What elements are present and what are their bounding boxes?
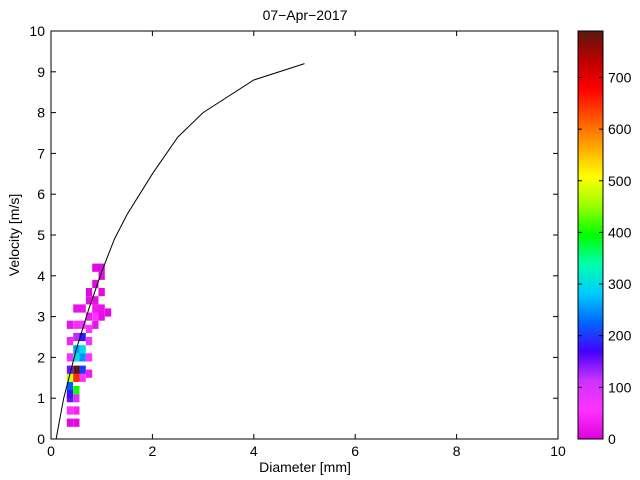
- y-tick-label: 1: [37, 390, 45, 406]
- heatmap-cell: [66, 320, 74, 329]
- x-tick-label: 2: [149, 443, 157, 459]
- heatmap-cell: [85, 353, 93, 362]
- heatmap-cell: [98, 271, 105, 280]
- heatmap-cell: [73, 320, 80, 329]
- heatmap-cell: [85, 324, 93, 333]
- heatmap-cell: [92, 304, 99, 313]
- heatmap-cell: [79, 320, 86, 329]
- colorbar-tick-label: 100: [608, 379, 632, 395]
- heatmap-cell: [66, 337, 74, 346]
- heatmap-cell: [98, 304, 105, 313]
- heatmap-cell: [66, 381, 74, 391]
- x-axis: 0 2 4 6 8 10: [47, 31, 566, 459]
- y-axis: 0 1 2 3 4 5 6 7 8 9 10: [29, 23, 558, 447]
- heatmap-cell: [73, 365, 80, 374]
- x-tick-label: 8: [453, 443, 461, 459]
- x-axis-label: Diameter [mm]: [259, 459, 351, 475]
- colorbar-tick-label: 400: [608, 224, 632, 240]
- colorbar-tick-label: 700: [608, 69, 632, 85]
- heatmap-cell: [92, 320, 99, 329]
- x-tick-label: 10: [550, 443, 566, 459]
- series-line: [55, 63, 305, 440]
- heatmap-cell: [98, 263, 105, 272]
- heatmap-cell: [66, 365, 74, 374]
- heatmap-cell: [79, 365, 86, 374]
- heatmap-cell: [66, 390, 74, 399]
- x-tick-label: 0: [47, 443, 55, 459]
- y-tick-label: 3: [37, 309, 45, 325]
- heatmap-cell: [85, 369, 93, 378]
- x-tick-label: 4: [250, 443, 258, 459]
- heatmap-cell: [73, 394, 80, 403]
- colorbar-tick-label: 600: [608, 121, 632, 137]
- x-tick-label: 6: [351, 443, 359, 459]
- chart-title: 07−Apr−2017: [263, 7, 348, 23]
- heatmap-cell: [66, 373, 74, 382]
- y-tick-label: 0: [37, 431, 45, 447]
- heatmap-cell: [79, 332, 86, 342]
- heatmap-cell: [79, 353, 86, 362]
- heatmap-cell: [85, 312, 93, 321]
- y-axis-label: Velocity [m/s]: [6, 194, 22, 276]
- heatmap-cell: [73, 406, 80, 415]
- y-tick-label: 8: [37, 105, 45, 121]
- heatmap-cell: [73, 386, 80, 395]
- heatmap-cell: [79, 345, 86, 354]
- y-tick-label: 7: [37, 145, 45, 161]
- heatmap-cell: [73, 353, 80, 362]
- heatmap-cell: [66, 406, 74, 415]
- heatmap-cell: [85, 296, 93, 305]
- heatmap-cell: [66, 353, 74, 362]
- colorbar-tick-label: 200: [608, 328, 632, 344]
- colorbar-tick-label: 500: [608, 173, 632, 189]
- heatmap-cell: [79, 373, 86, 382]
- heatmap-cell: [98, 312, 105, 321]
- heatmap-cell: [73, 332, 80, 342]
- heatmap-cell: [104, 308, 112, 317]
- colorbar-axis: 0 100 200 300 400 500 600 700: [578, 69, 632, 447]
- heatmap-cell: [98, 288, 105, 297]
- y-tick-label: 5: [37, 227, 45, 243]
- heatmap-cell: [73, 373, 80, 382]
- plot-area: [55, 63, 305, 440]
- y-tick-label: 4: [37, 268, 45, 284]
- heatmap-cell: [92, 263, 99, 272]
- colorbar: [577, 30, 604, 440]
- heatmap-cell: [92, 312, 99, 321]
- heatmap-cell: [66, 418, 74, 427]
- y-tick-label: 2: [37, 349, 45, 365]
- heatmap-cell: [73, 304, 80, 313]
- heatmap-cell: [92, 279, 99, 289]
- heatmap-cell: [85, 337, 93, 346]
- y-tick-label: 6: [37, 186, 45, 202]
- colorbar-tick-label: 0: [608, 431, 616, 447]
- heatmap-cell: [92, 296, 99, 305]
- y-tick-label: 9: [37, 64, 45, 80]
- colorbar-tick-label: 300: [608, 276, 632, 292]
- heatmap-cell: [79, 304, 86, 313]
- heatmap-cell: [85, 288, 93, 297]
- heatmap-cell: [73, 418, 80, 427]
- y-tick-label: 10: [29, 23, 45, 39]
